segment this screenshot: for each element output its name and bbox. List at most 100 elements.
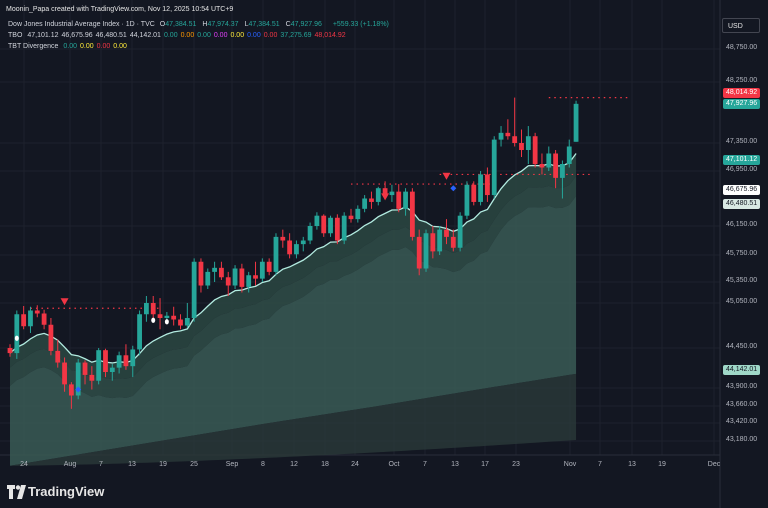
candle-body xyxy=(273,236,279,272)
candle-body xyxy=(566,146,572,164)
tbo-value-4: 0.00 xyxy=(163,32,178,39)
divergence-values: 0.00 0.00 0.00 0.00 xyxy=(63,43,130,50)
candle-body xyxy=(184,318,190,326)
candle-body xyxy=(491,139,497,196)
time-tick-label: 12 xyxy=(290,461,298,468)
ohlc-o: O47,384.51 xyxy=(159,21,197,28)
tbo-value-1: 46,675.96 xyxy=(61,32,93,39)
candle-body xyxy=(478,174,483,202)
tbo-value-12: 48,014.92 xyxy=(314,32,346,39)
candle-body xyxy=(450,236,456,248)
divergence-value-1: 0.00 xyxy=(80,43,94,50)
candle-body xyxy=(164,315,170,318)
time-tick-label: Sep xyxy=(225,461,239,468)
time-tick-label: 7 xyxy=(598,461,602,468)
chart-credit: Moonin_Papa created with TradingView.com… xyxy=(6,6,234,13)
time-tick-label: 18 xyxy=(321,461,329,468)
candle-body xyxy=(123,355,129,367)
candle-body xyxy=(266,261,272,272)
candle-body xyxy=(382,188,388,196)
candle-body xyxy=(457,215,463,248)
candle-body xyxy=(89,374,95,381)
time-tick-label: 25 xyxy=(190,461,198,468)
divergence-marker xyxy=(450,185,457,192)
candle-body xyxy=(116,355,122,368)
band-fast xyxy=(10,153,577,380)
candle-body xyxy=(41,313,47,325)
signal-dot xyxy=(14,335,19,341)
candle-body xyxy=(355,208,361,220)
time-tick-label: 19 xyxy=(159,461,167,468)
price-tick-label: 43,420.00 xyxy=(726,418,758,425)
time-tick-label: 7 xyxy=(99,461,103,468)
band-slow xyxy=(10,196,577,466)
candle-body xyxy=(375,188,381,202)
symbol-legend-row[interactable]: Dow Jones Industrial Average Index · 1D … xyxy=(8,21,392,28)
price-tag-label: 48,014.92 xyxy=(723,88,761,98)
ohlc-values: O47,384.51 H47,974.37 L47,384.51 C47,927.96 xyxy=(160,21,328,28)
divergence-marker xyxy=(75,386,82,393)
tbo-label: TBO xyxy=(8,32,23,39)
candle-body xyxy=(437,229,443,252)
price-change: +559.33 (+1.18%) xyxy=(332,21,389,28)
price-tick-label: 45,750.00 xyxy=(726,250,758,257)
tbo-legend-row[interactable]: TBO 47,101.12 46,675.96 46,480.51 44,142.01… xyxy=(8,32,352,39)
candle-body xyxy=(416,236,422,269)
divergence-value-0: 0.00 xyxy=(63,43,78,50)
candle-body xyxy=(253,275,258,279)
candle-body xyxy=(287,240,293,255)
divergence-legend-row[interactable]: TBT Divergence 0.00 0.00 0.00 0.00 xyxy=(8,43,133,50)
sell-signal-marker xyxy=(442,172,451,180)
ohlc-l: L47,384.51 xyxy=(244,21,280,28)
tbo-value-5: 0.00 xyxy=(180,32,195,39)
candle-body xyxy=(300,240,306,245)
time-tick-label: 13 xyxy=(128,461,136,468)
candle-body xyxy=(150,303,156,315)
price-tick-label: 44,450.00 xyxy=(726,343,758,350)
sell-signal-marker xyxy=(60,298,69,306)
candle-body xyxy=(328,217,333,234)
candle-body xyxy=(157,314,163,318)
candle-body xyxy=(498,132,504,140)
candle-body xyxy=(68,384,74,396)
candle-body xyxy=(553,153,558,178)
candle-body xyxy=(21,314,27,327)
candle-body xyxy=(505,132,511,137)
candle-body xyxy=(334,217,340,241)
price-tag-label: 47,927.96 xyxy=(723,99,761,109)
currency-button[interactable]: USD xyxy=(722,18,760,33)
price-tick-label: 43,660.00 xyxy=(726,401,758,408)
candle-body xyxy=(137,314,142,350)
candle-body xyxy=(539,164,545,168)
candle-body xyxy=(546,153,552,168)
symbol-title: Dow Jones Industrial Average Index · 1D … xyxy=(8,21,155,28)
candle-body xyxy=(519,143,524,150)
candle-body xyxy=(485,174,490,196)
candle-body xyxy=(573,103,579,142)
candle-body xyxy=(96,350,102,381)
candle-body xyxy=(430,233,436,252)
candle-body xyxy=(198,261,204,286)
candle-body xyxy=(14,314,20,354)
candle-body xyxy=(232,268,238,286)
price-tick-label: 47,350.00 xyxy=(726,138,758,145)
time-tick-label: 13 xyxy=(451,461,459,468)
time-tick-label: Oct xyxy=(388,461,400,468)
price-tag-label: 46,675.96 xyxy=(723,185,761,195)
band-long xyxy=(10,373,577,466)
candle-body xyxy=(560,164,565,178)
price-tick-label: 45,050.00 xyxy=(726,298,758,305)
price-tag-label: 44,142.01 xyxy=(723,365,761,375)
candle-body xyxy=(191,261,197,318)
candle-body xyxy=(444,229,449,237)
tradingview-logo[interactable]: TradingView xyxy=(28,484,105,499)
candle-body xyxy=(321,215,327,234)
candle-body xyxy=(314,215,320,226)
candle-body xyxy=(532,136,538,164)
price-tick-label: 46,150.00 xyxy=(726,221,758,228)
time-tick-label: 24 xyxy=(351,461,359,468)
price-tick-label: 46,950.00 xyxy=(726,166,758,173)
candle-body xyxy=(178,319,183,326)
